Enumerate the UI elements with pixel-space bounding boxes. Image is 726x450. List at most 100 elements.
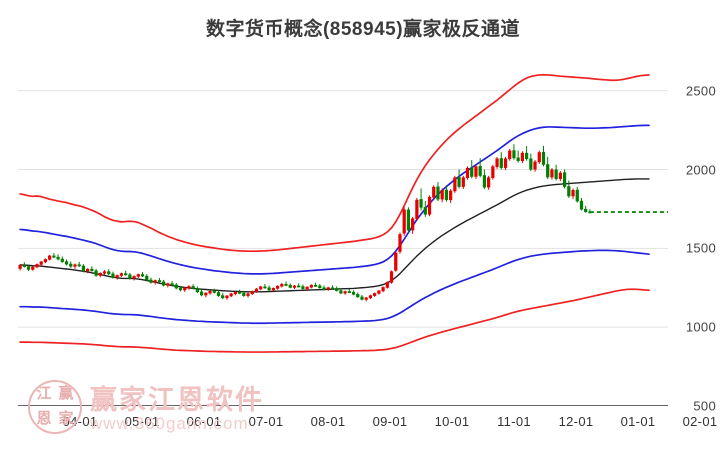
candle-body bbox=[427, 196, 432, 215]
candle-body bbox=[191, 286, 195, 289]
candle-body bbox=[259, 286, 263, 290]
candle-body bbox=[35, 264, 39, 268]
candle-body bbox=[94, 270, 98, 276]
candle-body bbox=[368, 295, 373, 299]
candle-body bbox=[432, 186, 436, 198]
plot-area[interactable] bbox=[18, 56, 668, 406]
candle-body bbox=[495, 158, 499, 167]
candle-body bbox=[584, 208, 588, 213]
candle-body bbox=[385, 282, 389, 288]
candle-body bbox=[119, 273, 124, 276]
candle-body bbox=[199, 291, 204, 296]
candle-body bbox=[537, 152, 541, 163]
candle-body bbox=[254, 288, 259, 292]
candle-body bbox=[77, 264, 81, 267]
candle-body bbox=[394, 252, 398, 271]
candle-body bbox=[157, 280, 162, 283]
candle-body bbox=[482, 175, 487, 188]
candle-body bbox=[373, 293, 377, 296]
watermark-url: www.360gann.com bbox=[90, 414, 249, 433]
candle-body bbox=[81, 265, 86, 272]
candle-body bbox=[233, 291, 237, 295]
candle-body bbox=[440, 190, 444, 200]
candle-body bbox=[381, 287, 385, 292]
candle-body bbox=[225, 295, 229, 299]
candle-body bbox=[529, 158, 533, 170]
candle-body bbox=[162, 281, 166, 286]
candle-body bbox=[419, 199, 423, 208]
candle-body bbox=[128, 274, 132, 279]
candle-body bbox=[398, 234, 402, 252]
candle-body bbox=[343, 291, 347, 294]
candle-body bbox=[292, 285, 297, 288]
candle-body bbox=[322, 287, 326, 290]
candle-body bbox=[326, 287, 330, 290]
candle-body bbox=[174, 284, 178, 289]
candle-body bbox=[550, 169, 554, 178]
candle-body bbox=[406, 209, 411, 231]
candle-body bbox=[503, 158, 508, 168]
channel-line bbox=[19, 249, 650, 325]
candle-body bbox=[516, 157, 520, 161]
candle-body bbox=[208, 290, 212, 294]
candle-body bbox=[22, 265, 26, 267]
channel-line bbox=[19, 178, 650, 293]
candle-body bbox=[124, 273, 128, 276]
candle-body bbox=[275, 285, 280, 289]
candle-body bbox=[377, 290, 381, 294]
candle-body bbox=[533, 161, 537, 170]
x-tick-label: 01-01 bbox=[620, 414, 656, 429]
candle-body bbox=[237, 291, 242, 294]
candle-body bbox=[204, 292, 208, 296]
candle-body bbox=[216, 292, 221, 296]
x-tick-label: 02-01 bbox=[682, 414, 718, 429]
candle-body bbox=[474, 166, 478, 177]
candle-body bbox=[263, 286, 267, 289]
candle-body bbox=[541, 151, 546, 165]
seal-char: 恩 bbox=[36, 411, 52, 427]
candle-body bbox=[562, 172, 567, 187]
chart-canvas bbox=[18, 73, 668, 406]
candle-body bbox=[284, 283, 288, 286]
candle-body bbox=[567, 186, 571, 197]
candle-body bbox=[43, 259, 48, 263]
candle-body bbox=[402, 209, 406, 234]
x-tick-label: 07-01 bbox=[248, 414, 284, 429]
candle-body bbox=[347, 291, 351, 294]
candle-body bbox=[136, 274, 140, 277]
candle-body bbox=[26, 266, 31, 270]
candle-body bbox=[309, 284, 313, 288]
y-tick-label: 1500 bbox=[685, 240, 716, 256]
candle-body bbox=[356, 294, 360, 298]
candle-body bbox=[221, 295, 225, 299]
candle-body bbox=[558, 172, 562, 179]
candle-body bbox=[39, 261, 43, 265]
candle-body bbox=[520, 152, 524, 161]
candle-body bbox=[140, 274, 145, 277]
candle-body bbox=[212, 290, 216, 293]
candle-body bbox=[478, 166, 482, 176]
candle-body bbox=[423, 207, 427, 215]
candle-body bbox=[48, 255, 52, 260]
candle-body bbox=[56, 256, 60, 260]
x-tick-label: 04-01 bbox=[62, 414, 98, 429]
candle-body bbox=[579, 200, 584, 210]
candle-body bbox=[111, 273, 115, 278]
channel-line bbox=[19, 124, 650, 275]
x-tick-label: 08-01 bbox=[310, 414, 346, 429]
candle-body bbox=[554, 169, 558, 179]
candle-body bbox=[246, 293, 250, 296]
candle-body bbox=[288, 284, 292, 288]
candle-body bbox=[271, 288, 275, 291]
candle-body bbox=[453, 177, 457, 192]
candle-body bbox=[360, 296, 364, 300]
candle-body bbox=[351, 291, 356, 295]
candle-body bbox=[436, 186, 440, 200]
candle-body bbox=[297, 285, 301, 288]
x-tick-label: 05-01 bbox=[124, 414, 160, 429]
y-tick-label: 500 bbox=[693, 398, 716, 414]
candle-body bbox=[415, 199, 419, 220]
candle-body bbox=[132, 276, 136, 279]
candle-body bbox=[301, 286, 305, 290]
candle-body bbox=[90, 268, 94, 272]
